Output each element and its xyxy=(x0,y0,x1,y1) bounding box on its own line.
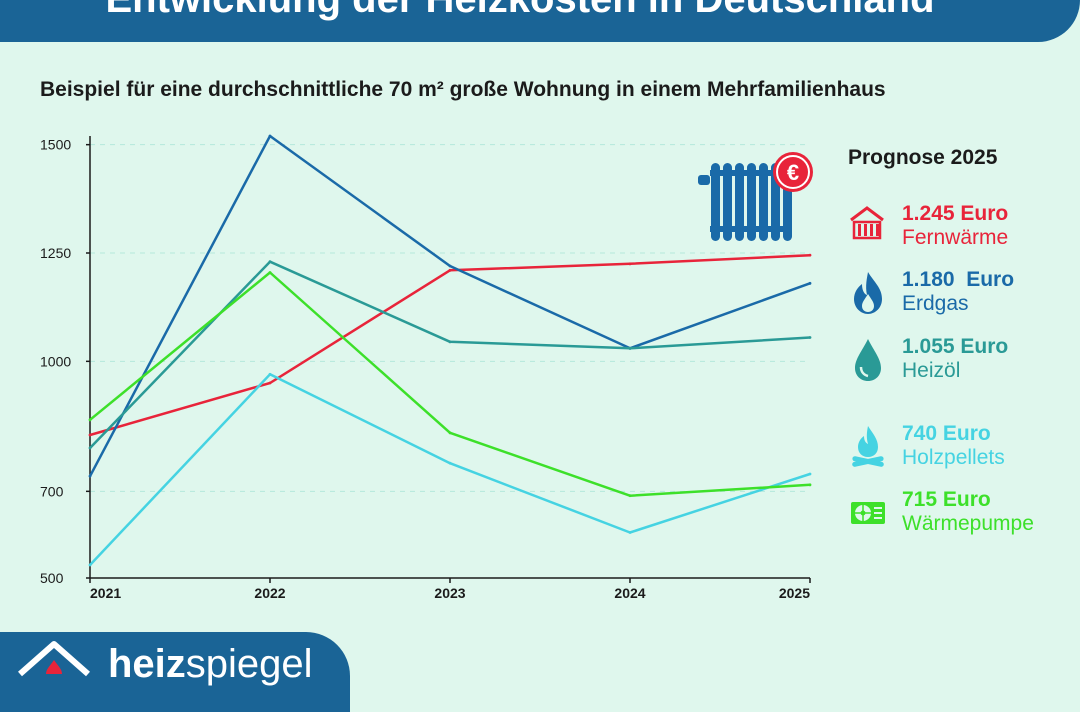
legend-item-fernwaerme: 1.245 Euro Fernwärme xyxy=(848,202,1073,258)
data-point xyxy=(808,483,812,487)
data-point xyxy=(808,253,812,257)
x-tick-label: 2023 xyxy=(434,585,465,601)
legend-name: Erdgas xyxy=(902,292,969,315)
y-tick-label: 700 xyxy=(40,483,64,499)
data-point xyxy=(268,372,272,376)
data-point xyxy=(268,134,272,138)
line-chart: 500 700 1000 1250 1500 2021 2022 2023 2024 2025 € xyxy=(40,134,813,601)
x-tick-label: 2022 xyxy=(254,585,285,601)
legend-name: Holzpellets xyxy=(902,446,1005,469)
legend-value: 715 Euro xyxy=(902,488,991,511)
data-point xyxy=(628,346,632,350)
series-line-heizöl xyxy=(89,260,811,449)
legend-name: Heizöl xyxy=(902,359,961,382)
page-title: Entwicklung der Heizkosten in Deutschlan… xyxy=(0,0,1040,22)
x-tick-label: 2021 xyxy=(90,585,121,601)
legend-title: Prognose 2025 xyxy=(848,146,998,169)
data-point xyxy=(628,494,632,498)
data-point xyxy=(88,418,92,422)
data-point xyxy=(88,433,92,437)
euro-badge-icon: € xyxy=(773,152,813,192)
radiator-illustration-icon xyxy=(698,163,792,241)
legend-name: Wärmepumpe xyxy=(902,512,1034,535)
title-banner: Entwicklung der Heizkosten in Deutschlan… xyxy=(0,0,1080,42)
data-point xyxy=(808,336,812,339)
heat-pump-icon xyxy=(851,502,885,524)
logo-text-light: spiegel xyxy=(185,642,313,686)
x-tick-label: 2024 xyxy=(614,585,645,601)
logo-text-bold: heiz xyxy=(108,642,186,686)
data-point xyxy=(88,474,92,478)
data-point xyxy=(448,340,452,344)
data-point xyxy=(448,461,452,465)
data-point xyxy=(268,381,272,385)
series-line-erdgas xyxy=(88,134,811,477)
data-point xyxy=(88,563,92,567)
chart-subtitle: Beispiel für eine durchschnittliche 70 m… xyxy=(40,78,886,101)
data-point xyxy=(268,271,272,274)
legend-item-heizoel: 1.055 Euro Heizöl xyxy=(848,335,1073,391)
legend-value: 1.180 Euro xyxy=(902,268,1015,291)
y-tick-label: 500 xyxy=(40,570,64,586)
y-tick-label: 1250 xyxy=(40,245,71,261)
logo[interactable]: heizspiegel xyxy=(108,642,313,687)
data-point xyxy=(808,472,812,476)
legend-item-erdgas: 1.180 Euro Erdgas xyxy=(848,268,1073,324)
euro-symbol: € xyxy=(787,160,799,185)
data-point xyxy=(808,281,812,285)
legend-item-holzpellets: 740 Euro Holzpellets xyxy=(848,422,1073,478)
radiator-icon xyxy=(850,206,884,240)
legend-value: 1.055 Euro xyxy=(902,335,1009,358)
data-point xyxy=(448,264,452,268)
oil-drop-icon xyxy=(855,339,881,381)
data-point xyxy=(628,531,632,534)
house-logo-icon xyxy=(18,641,90,677)
data-point xyxy=(88,446,92,450)
legend-value: 740 Euro xyxy=(902,422,991,445)
legend-item-waermepumpe: 715 Euro Wärmepumpe xyxy=(848,488,1073,544)
data-point xyxy=(448,431,452,435)
x-tick-label: 2025 xyxy=(779,585,810,601)
wood-fire-icon xyxy=(852,426,884,467)
data-point xyxy=(448,268,452,272)
legend-name: Fernwärme xyxy=(902,226,1009,249)
data-point xyxy=(268,260,272,264)
flame-icon xyxy=(854,272,882,314)
data-point xyxy=(628,262,632,266)
legend-value: 1.245 Euro xyxy=(902,202,1009,225)
y-tick-label: 1000 xyxy=(40,353,71,369)
y-tick-label: 1500 xyxy=(40,137,71,153)
